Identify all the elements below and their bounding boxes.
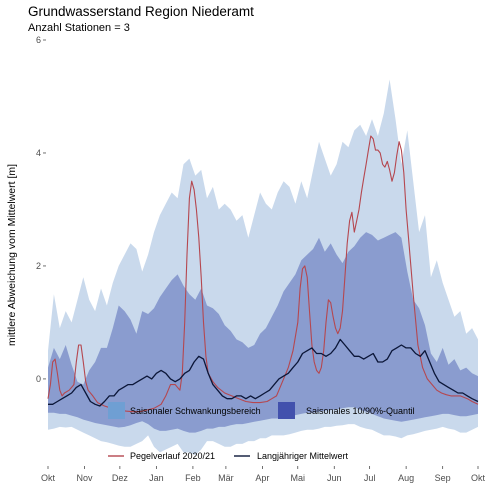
y-tick-label: 4: [36, 148, 41, 158]
x-tick-label: Jul: [364, 473, 376, 483]
legend-label-quantile: Saisonales 10/90%-Quantil: [306, 406, 415, 416]
y-tick-label: 6: [36, 35, 41, 45]
x-tick-label: Nov: [77, 473, 94, 483]
x-tick-label: Jan: [149, 473, 164, 483]
x-tick-label: Sep: [435, 473, 451, 483]
x-tick-label: Mai: [290, 473, 305, 483]
y-axis-label: mittlere Abweichung vom Mittelwert [m]: [6, 164, 18, 346]
chart-subtitle: Anzahl Stationen = 3: [28, 22, 130, 34]
y-tick-label: 0: [36, 374, 41, 384]
chart-title: Grundwasserstand Region Niederamt: [28, 4, 254, 19]
legend: Saisonaler Schwankungsbereich Saisonales…: [108, 402, 415, 461]
legend-label-gauge: Pegelverlauf 2020/21: [130, 451, 215, 461]
x-tick-label: Aug: [398, 473, 414, 483]
x-tick-label: Apr: [255, 473, 269, 483]
y-tick-label: 2: [36, 261, 41, 271]
legend-swatch-quantile: [278, 402, 295, 419]
x-tick-label: Feb: [185, 473, 201, 483]
legend-swatch-range: [108, 402, 125, 419]
plot-area: [47, 79, 479, 456]
series-line-3: [48, 338, 479, 407]
series-band-1: [48, 232, 478, 433]
legend-label-mean: Langjähriger Mittelwert: [257, 451, 349, 461]
x-tick-label: Jun: [327, 473, 342, 483]
x-tick-label: Dez: [112, 473, 129, 483]
y-axis: 0 2 4 6: [36, 35, 46, 384]
x-axis: Okt Nov Dez Jan Feb Mär Apr Mai Jun Jul Aug Sep Okt: [41, 466, 486, 483]
x-tick-label: Okt: [41, 473, 56, 483]
x-tick-label: Mär: [218, 473, 234, 483]
x-tick-label: Okt: [471, 473, 486, 483]
legend-label-range: Saisonaler Schwankungsbereich: [130, 406, 261, 416]
